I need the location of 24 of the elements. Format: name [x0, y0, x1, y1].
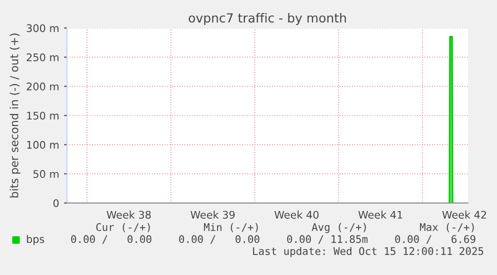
text: 0.00 / 6.69: [395, 235, 476, 244]
legend-label: bps: [26, 234, 44, 246]
text: 0.00 / 0.00: [179, 235, 260, 244]
y-tick-label: 50 m: [33, 170, 58, 178]
x-tick-label: Week 42: [442, 210, 486, 219]
text: Min (-/+): [204, 222, 258, 232]
x-tick-label: Week 39: [190, 210, 235, 219]
y-tick-label: 300 m: [26, 24, 58, 32]
text: 0.00 / 11.85m: [287, 235, 368, 244]
y-tick-label: 0: [53, 199, 59, 208]
y-axis-title: bits per second in (-) / out (+): [10, 34, 20, 198]
text: 0.00 / 0.00: [71, 235, 152, 244]
x-tick-label: Week 41: [358, 210, 402, 219]
text: Last update: Wed Oct 15 12:00:11 2025: [253, 246, 484, 258]
text: Max (-/+): [420, 223, 474, 232]
x-tick-label: Week 38: [106, 210, 151, 219]
y-tick-label: 250 m: [26, 53, 58, 62]
chart-title: ovpnc7 traffic - by month: [188, 12, 346, 26]
text: Cur (-/+): [96, 223, 150, 232]
y-tick-label: 100 m: [27, 140, 58, 149]
y-tick-label: 150 m: [27, 112, 58, 120]
x-tick-label: Week 40: [274, 210, 319, 219]
y-tick-label: 200 m: [26, 82, 58, 90]
text: Avg (-/+): [312, 222, 366, 234]
